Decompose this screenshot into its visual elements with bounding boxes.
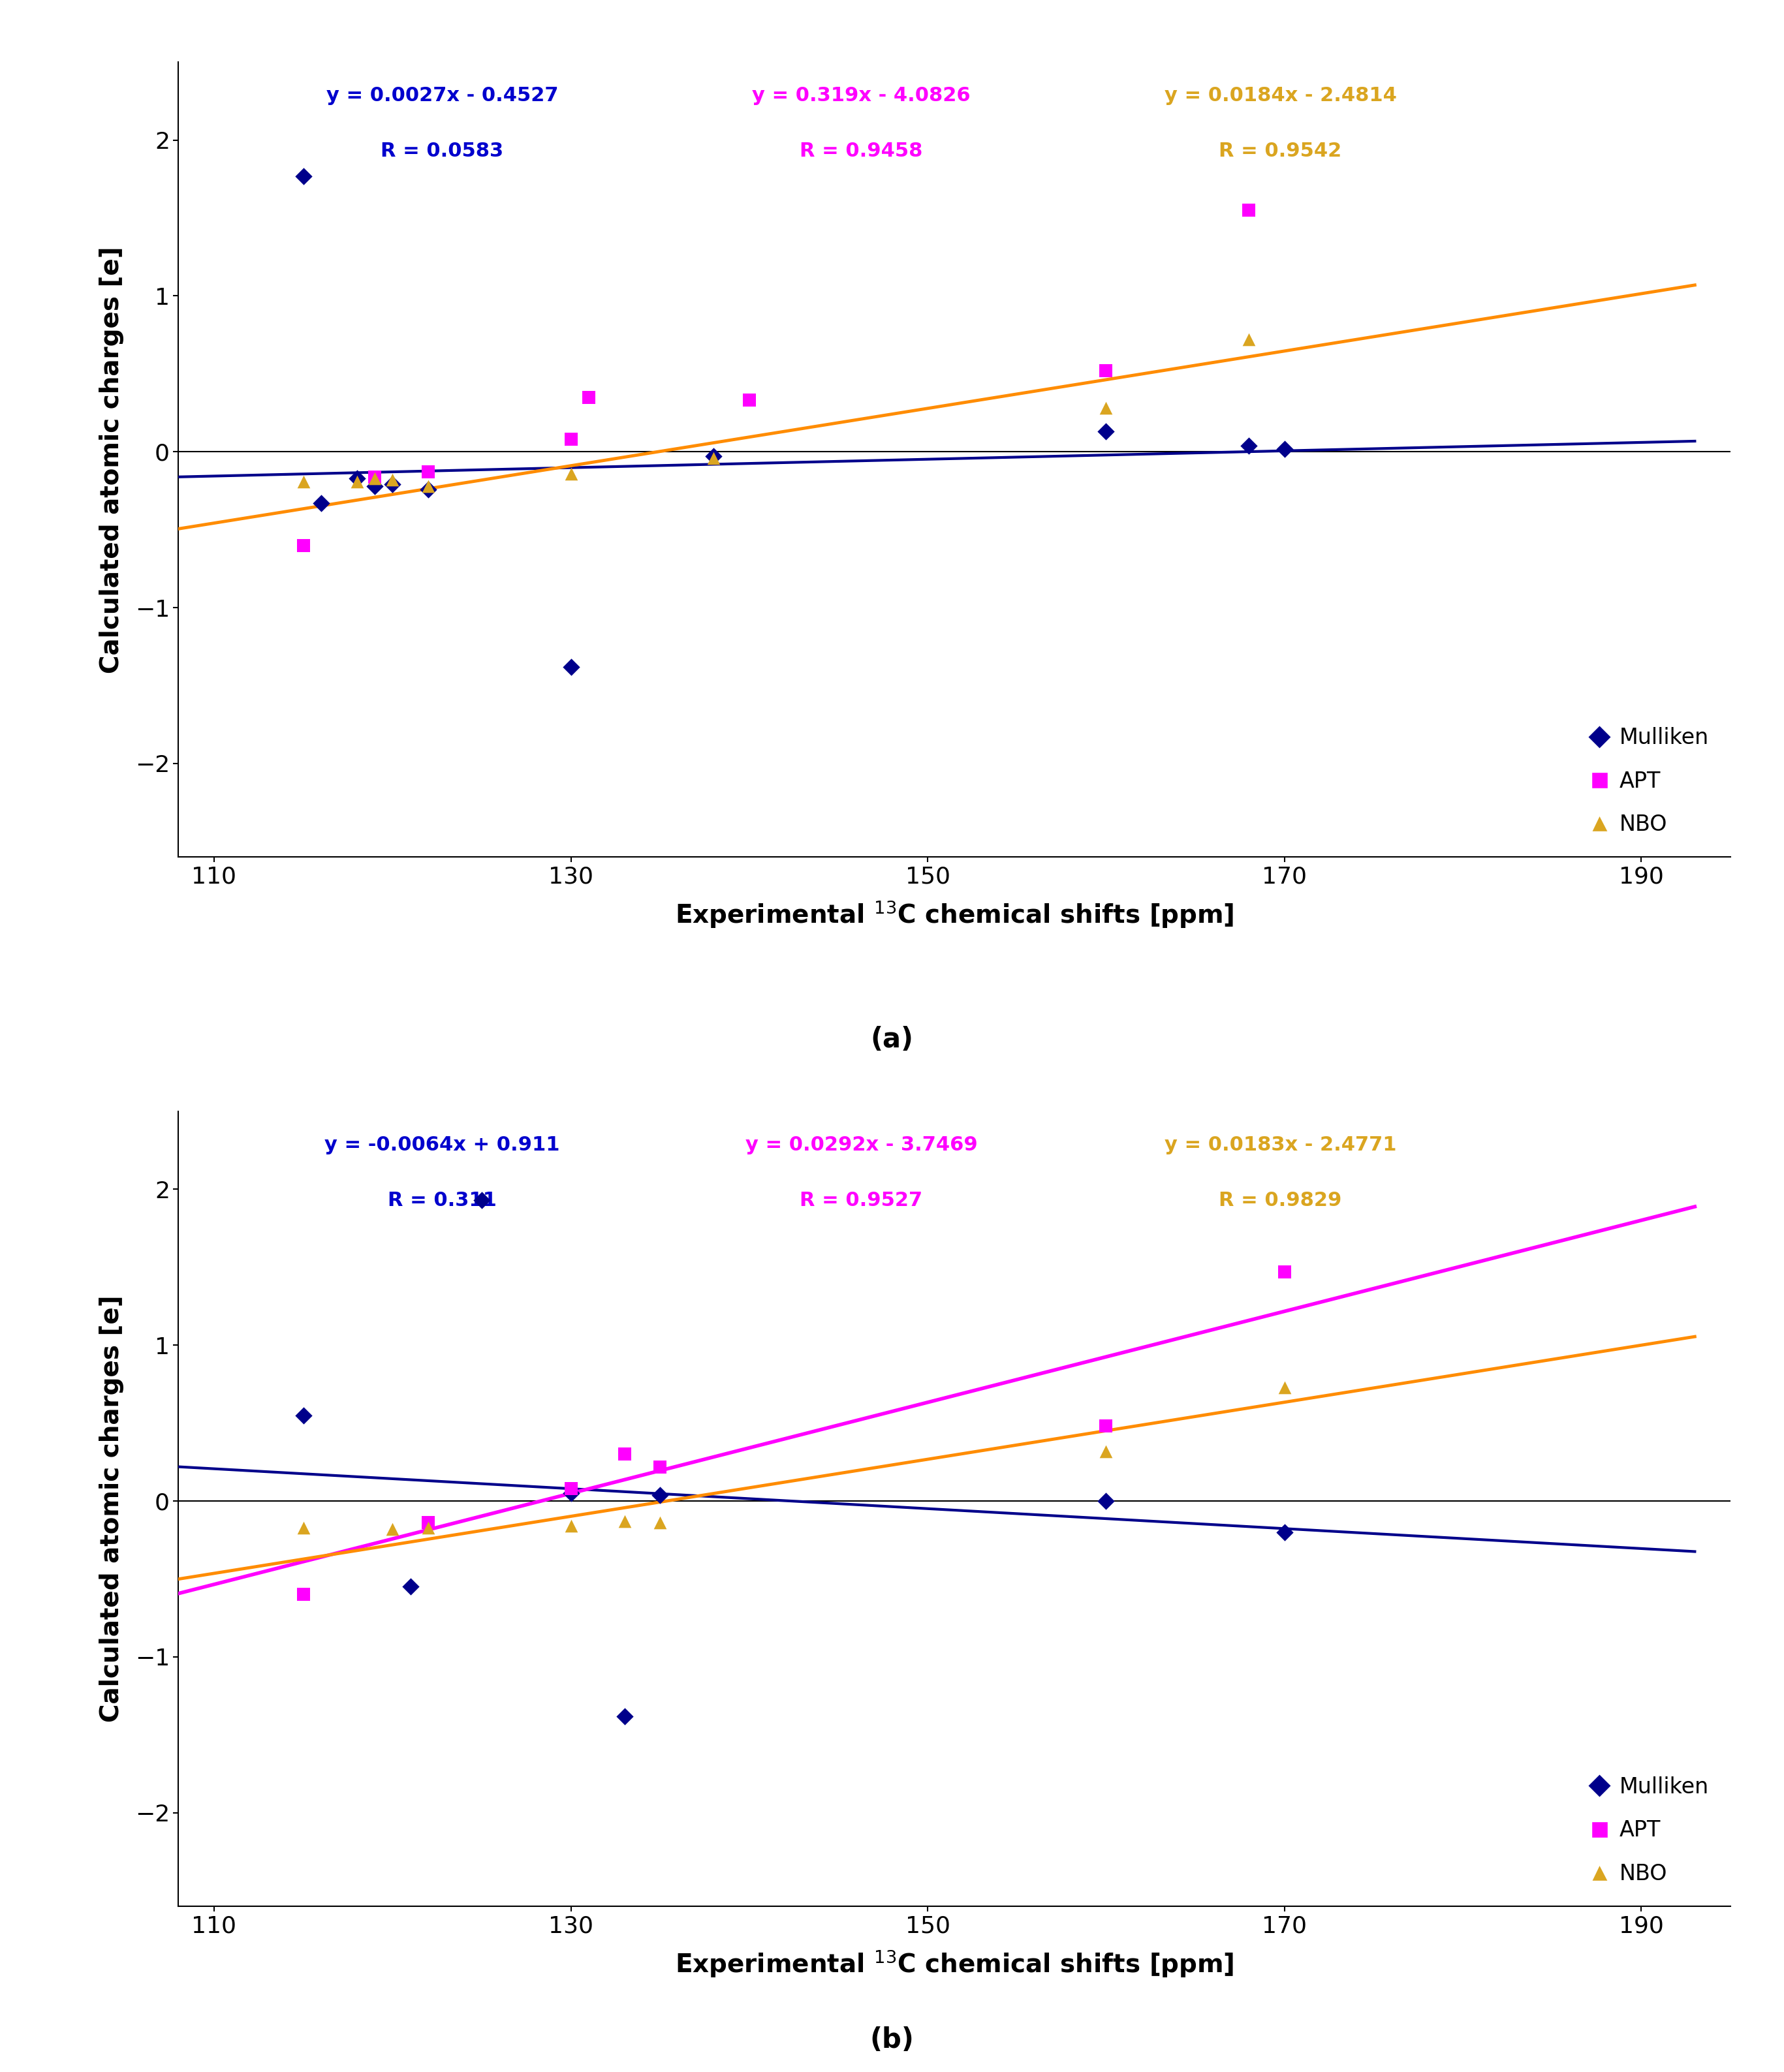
Point [646,1506,674,1539]
Text: y = -0.0064x + 0.911: y = -0.0064x + 0.911 [325,1135,560,1154]
Point [414,472,442,506]
Point [414,1506,442,1539]
Text: y = 0.0184x - 2.4814: y = 0.0184x - 2.4814 [1165,87,1397,106]
Text: (a): (a) [871,1026,913,1053]
Text: R = 0.0583: R = 0.0583 [380,141,503,160]
Point [360,460,389,493]
Point [1092,1409,1120,1442]
Point [307,487,335,520]
Text: y = 0.0027x - 0.4527: y = 0.0027x - 0.4527 [326,87,558,106]
Point [735,383,764,416]
Point [378,1513,407,1546]
Point [378,464,407,497]
Point [557,458,585,491]
Point [289,1510,318,1544]
Point [289,160,318,193]
Point [610,1504,639,1537]
Point [1092,392,1120,425]
Point [610,1699,639,1732]
Point [289,528,318,562]
Point [414,1510,442,1544]
Point [1235,193,1263,226]
Legend: Mulliken, APT, NBO: Mulliken, APT, NBO [1581,1765,1720,1896]
Text: R = 0.311: R = 0.311 [387,1191,496,1210]
Point [467,1183,496,1216]
Point [699,439,728,472]
Point [557,651,585,684]
Legend: Mulliken, APT, NBO: Mulliken, APT, NBO [1581,717,1720,845]
Point [1270,1372,1299,1405]
Point [378,468,407,501]
Text: R = 0.9527: R = 0.9527 [799,1191,922,1210]
Point [343,464,371,497]
Point [699,441,728,474]
Point [574,381,603,414]
Point [646,1477,674,1510]
Point [557,423,585,456]
Text: R = 0.9458: R = 0.9458 [799,141,922,160]
Point [414,456,442,489]
Point [557,1508,585,1542]
X-axis label: Experimental $^{13}$C chemical shifts [ppm]: Experimental $^{13}$C chemical shifts [p… [674,899,1235,930]
Point [396,1571,425,1604]
X-axis label: Experimental $^{13}$C chemical shifts [ppm]: Experimental $^{13}$C chemical shifts [p… [674,1948,1235,1979]
Point [1235,429,1263,462]
Point [289,464,318,497]
Text: y = 0.319x - 4.0826: y = 0.319x - 4.0826 [753,87,970,106]
Text: y = 0.0183x - 2.4771: y = 0.0183x - 2.4771 [1165,1135,1397,1154]
Point [557,1471,585,1504]
Point [610,1438,639,1471]
Point [1270,433,1299,466]
Point [289,1579,318,1612]
Point [360,470,389,503]
Text: (b): (b) [871,2026,913,2053]
Y-axis label: Calculated atomic charges [e]: Calculated atomic charges [e] [100,1295,125,1722]
Point [1270,1256,1299,1289]
Point [343,462,371,495]
Point [1270,1515,1299,1548]
Y-axis label: Calculated atomic charges [e]: Calculated atomic charges [e] [100,247,125,673]
Point [289,1399,318,1432]
Point [646,1450,674,1484]
Point [1235,323,1263,356]
Point [1092,1484,1120,1517]
Point [414,470,442,503]
Text: R = 0.9542: R = 0.9542 [1218,141,1342,160]
Text: y = 0.0292x - 3.7469: y = 0.0292x - 3.7469 [746,1135,978,1154]
Point [557,1477,585,1510]
Point [1092,414,1120,448]
Point [1092,354,1120,387]
Text: R = 0.9829: R = 0.9829 [1218,1191,1342,1210]
Point [1092,1434,1120,1467]
Point [360,462,389,495]
